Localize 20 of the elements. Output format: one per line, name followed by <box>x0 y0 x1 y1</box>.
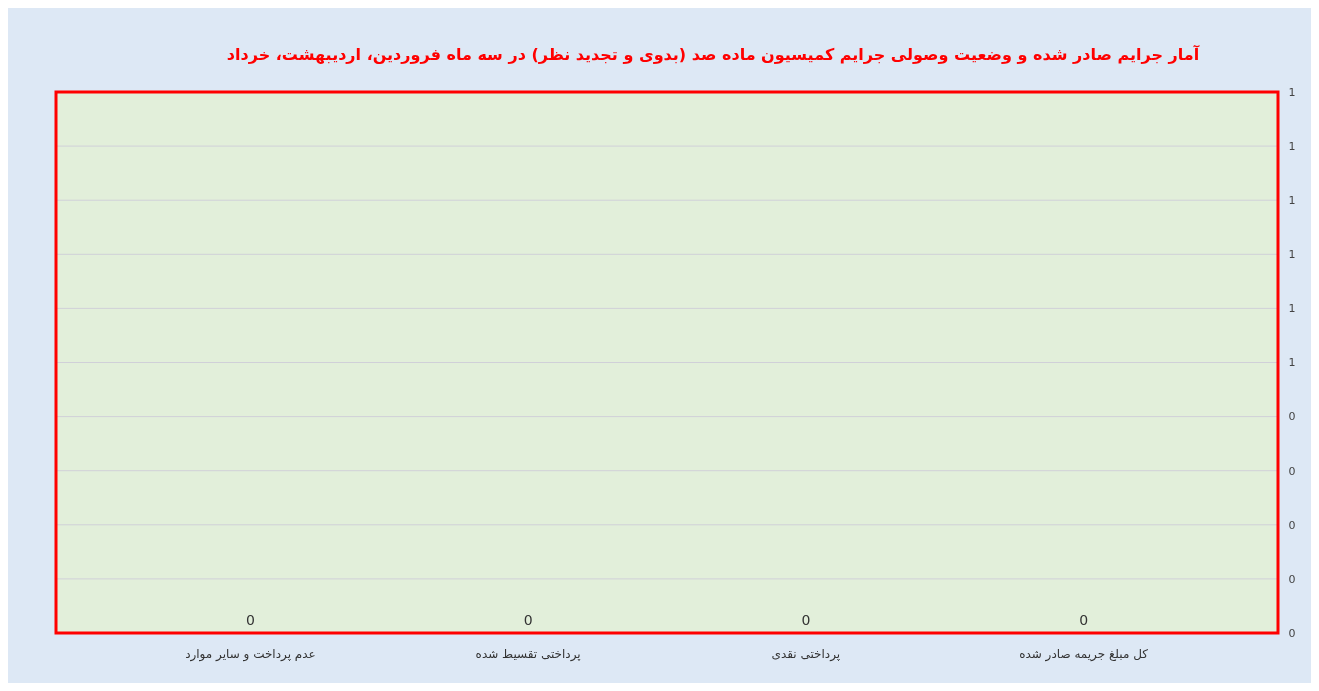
data-label: 0 <box>245 612 255 628</box>
y-tick-label: 0 <box>1288 572 1296 586</box>
data-label: 0 <box>801 612 811 628</box>
y-tick-label: 1 <box>1288 194 1296 208</box>
y-tick-label: 0 <box>1288 626 1296 640</box>
chart-title: آمار جرایم صادر شده و وضعیت وصولی جرایم کمیسیون ماده صد (بدوی و تجدید نظر) در سه ماه فروردین، اردیبهشت، خرداد <box>226 44 1200 64</box>
x-tick-label: کل مبلغ جریمه صادر شده <box>1019 647 1149 662</box>
data-label: 0 <box>523 612 533 628</box>
x-tick-label: پرداختی نقدی <box>771 647 841 662</box>
y-tick-label: 0 <box>1288 410 1296 424</box>
x-tick-label: عدم پرداخت و سایر موارد <box>185 647 316 662</box>
y-tick-label: 1 <box>1288 248 1296 262</box>
x-tick-label: پرداختی تقسیط شده <box>475 647 581 662</box>
y-tick-label: 0 <box>1288 518 1296 532</box>
y-tick-label: 0 <box>1288 464 1296 478</box>
y-tick-label: 1 <box>1288 139 1296 153</box>
y-tick-label: 1 <box>1288 85 1296 99</box>
data-label: 0 <box>1079 612 1089 628</box>
y-tick-label: 1 <box>1288 302 1296 316</box>
y-tick-label: 1 <box>1288 356 1296 370</box>
